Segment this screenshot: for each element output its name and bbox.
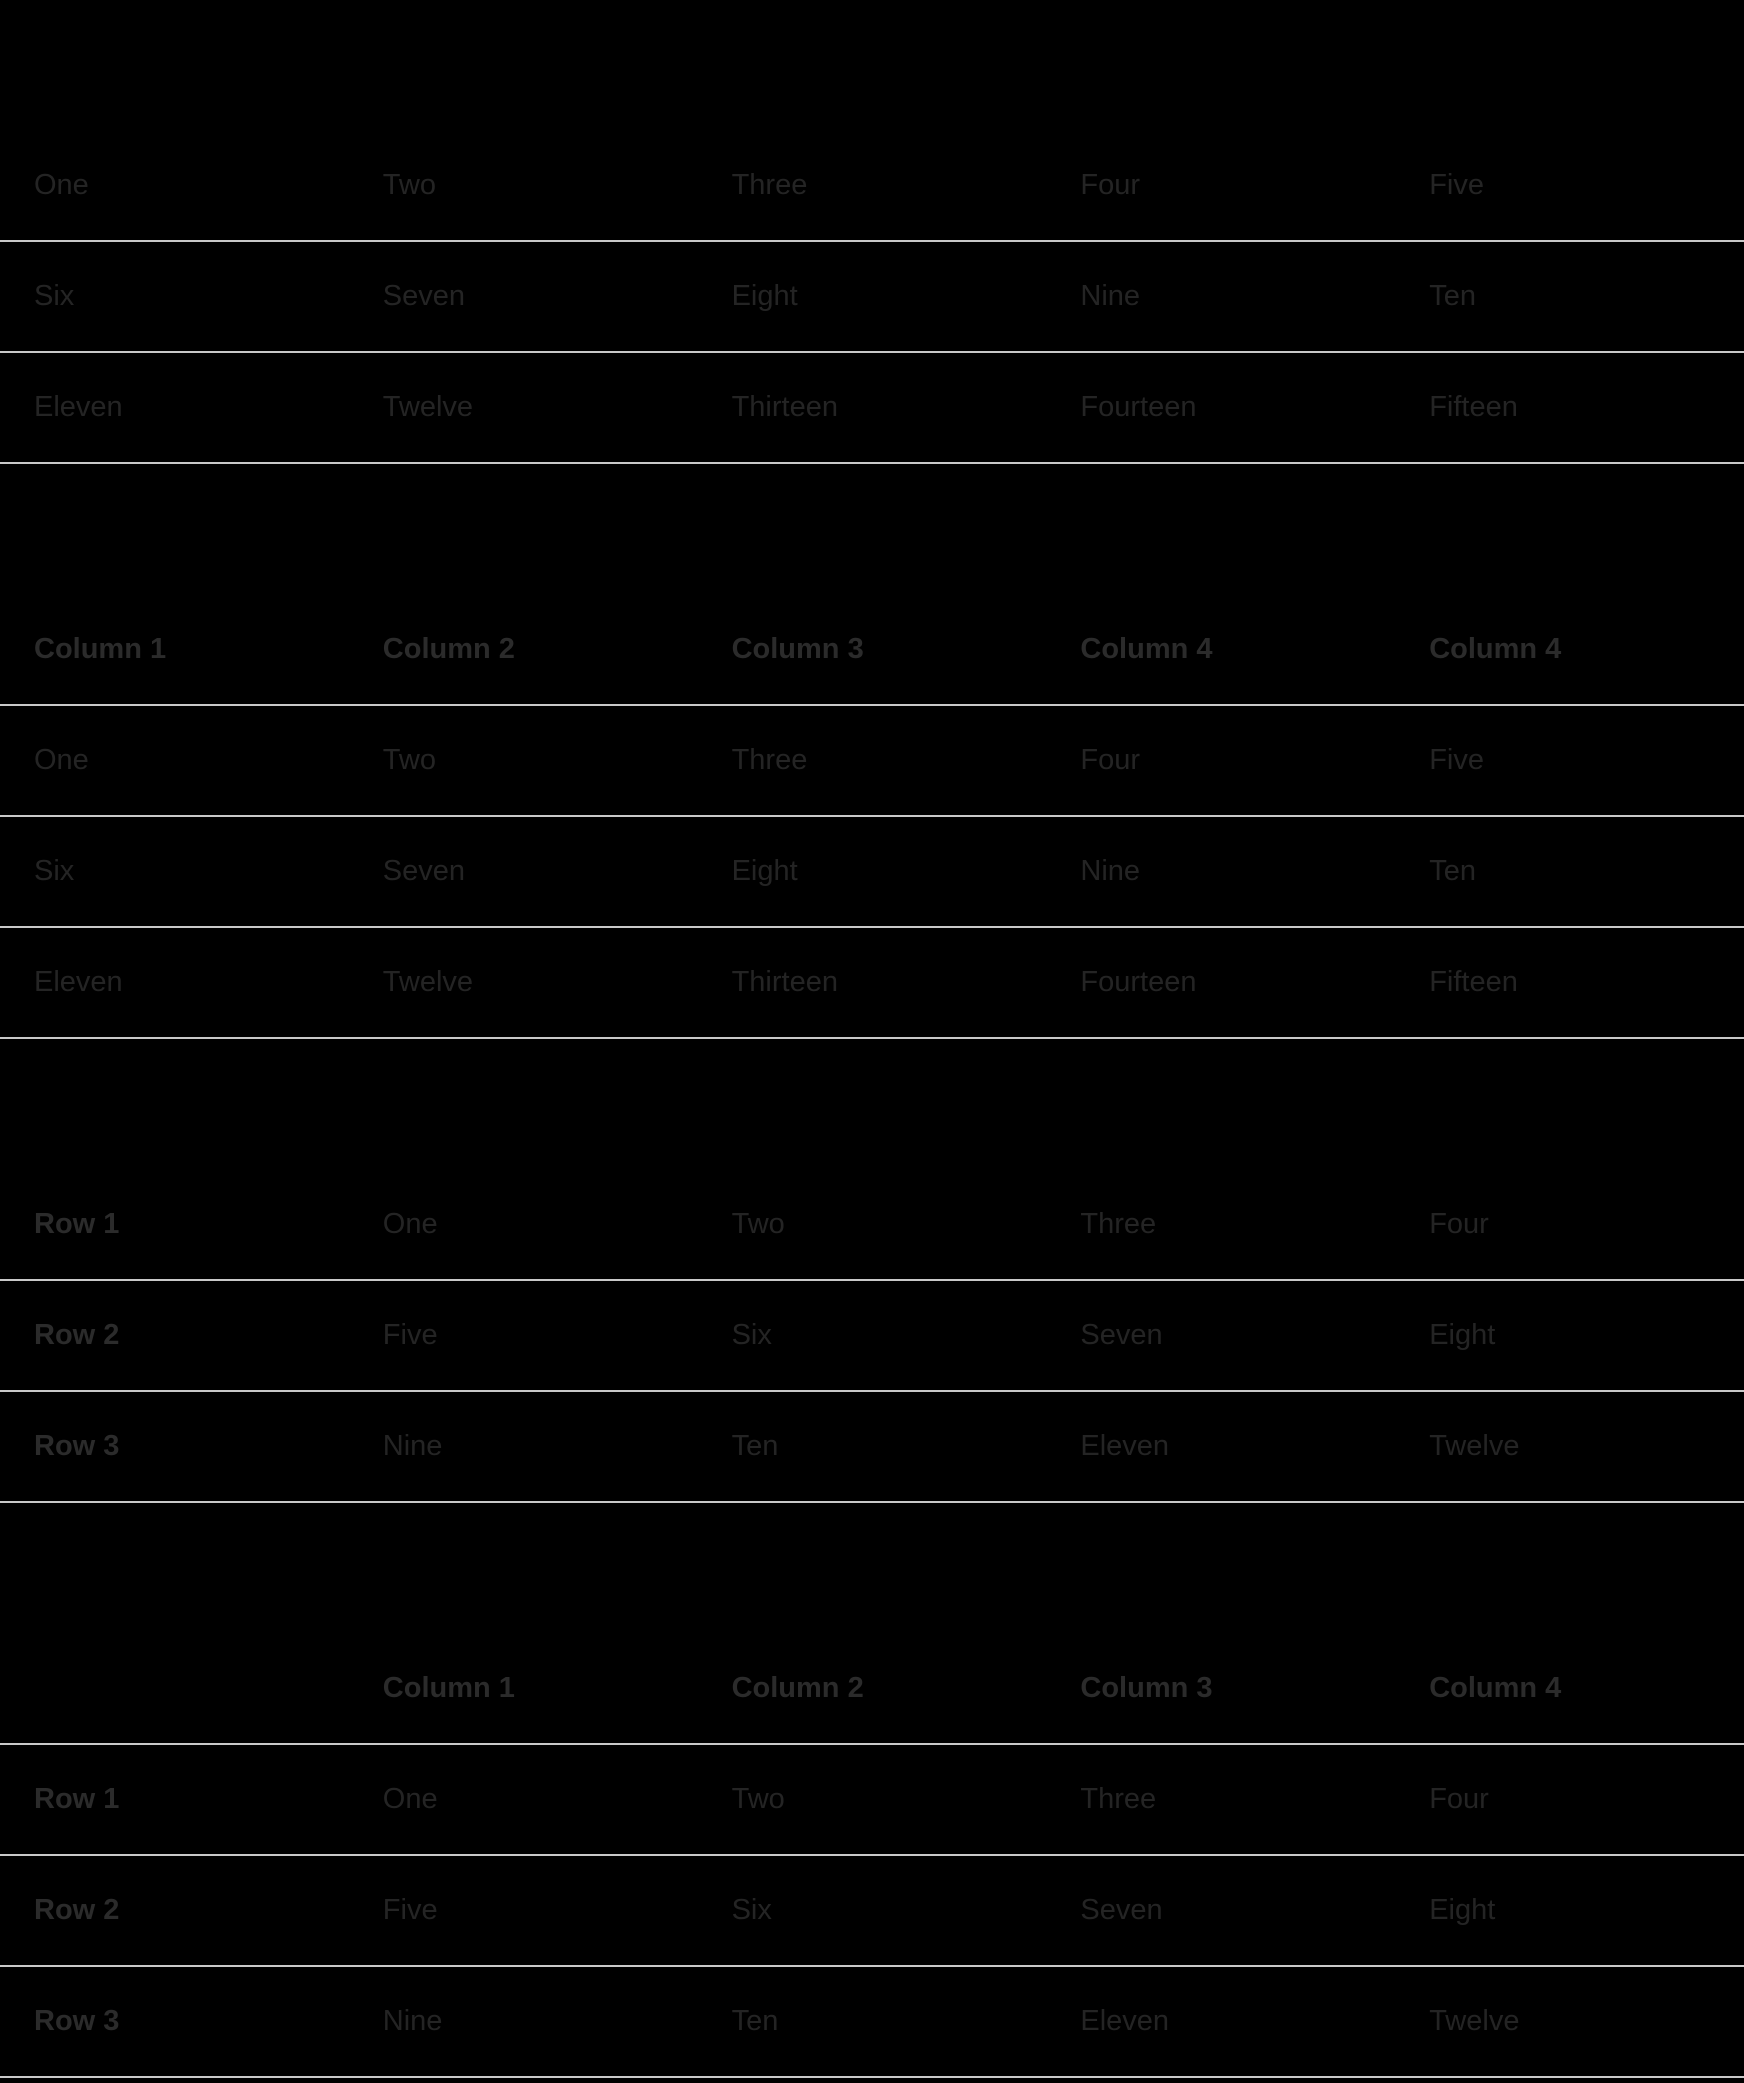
table-cell: Five bbox=[382, 1894, 438, 1926]
table-cell: One bbox=[34, 169, 89, 201]
column-header-cell: Column 3 bbox=[731, 633, 864, 665]
table-cell: Two bbox=[731, 1783, 785, 1815]
table-row: One Two Three Four Five bbox=[0, 706, 1744, 817]
table-cell: Nine bbox=[382, 1430, 443, 1462]
table-row: Row 1 One Two Three Four bbox=[0, 1170, 1744, 1281]
table-cell: Three bbox=[731, 744, 808, 776]
table-cell: Seven bbox=[382, 855, 466, 887]
table-cell: Six bbox=[731, 1894, 772, 1926]
table-row: Six Seven Eight Nine Ten bbox=[0, 817, 1744, 928]
table-cell: Five bbox=[1429, 744, 1484, 776]
table-cell: Four bbox=[1080, 169, 1141, 201]
table-column-and-row-headers: Column 1 Column 2 Column 3 Column 4 Row … bbox=[0, 1634, 1744, 2078]
table-row: Six Seven Eight Nine Ten bbox=[0, 242, 1744, 353]
row-header-cell: Row 2 bbox=[34, 1894, 120, 1926]
column-header-cell: Column 2 bbox=[731, 1672, 864, 1704]
column-header-cell: Column 2 bbox=[382, 633, 515, 665]
table-cell: Two bbox=[382, 744, 436, 776]
table-cell: Eight bbox=[731, 280, 798, 312]
table-row-headers: Row 1 One Two Three Four Row 2 Five Six … bbox=[0, 1170, 1744, 1503]
table-cell: Five bbox=[382, 1319, 438, 1351]
table-cell: Thirteen bbox=[731, 391, 838, 423]
table-cell: Six bbox=[731, 1319, 772, 1351]
table-cell: Six bbox=[34, 855, 75, 887]
table-cell: Five bbox=[1429, 169, 1484, 201]
column-header-cell: Column 1 bbox=[34, 633, 167, 665]
table-cell: Eleven bbox=[34, 391, 123, 423]
table-row: Row 3 Nine Ten Eleven Twelve bbox=[0, 1967, 1744, 2078]
table-cell: Eleven bbox=[1080, 2005, 1170, 2037]
table-row: Eleven Twelve Thirteen Fourteen Fifteen bbox=[0, 353, 1744, 464]
table-header-row: Column 1 Column 2 Column 3 Column 4 bbox=[0, 1634, 1744, 1745]
table-cell: Eleven bbox=[34, 966, 123, 998]
table-cell: Fourteen bbox=[1080, 391, 1197, 423]
table-cell: Twelve bbox=[1429, 2005, 1520, 2037]
table-cell: Nine bbox=[1080, 855, 1141, 887]
row-header-cell: Row 2 bbox=[34, 1319, 120, 1351]
table-cell: Fifteen bbox=[1429, 966, 1518, 998]
table-cell: Seven bbox=[1080, 1894, 1163, 1926]
table-cell: Eleven bbox=[1080, 1430, 1170, 1462]
table-cell: Three bbox=[731, 169, 808, 201]
table-cell: Six bbox=[34, 280, 75, 312]
table-cell: One bbox=[382, 1783, 438, 1815]
table-cell: One bbox=[34, 744, 89, 776]
table-row: Row 1 One Two Three Four bbox=[0, 1745, 1744, 1856]
table-column-headers: Column 1 Column 2 Column 3 Column 4 Colu… bbox=[0, 595, 1744, 1039]
table-cell: Thirteen bbox=[731, 966, 838, 998]
table-cell: One bbox=[382, 1208, 438, 1240]
table-plain: One Two Three Four Five Six Seven Eight … bbox=[0, 131, 1744, 464]
table-cell: Seven bbox=[1080, 1319, 1163, 1351]
row-header-cell: Row 1 bbox=[34, 1208, 120, 1240]
table-cell: Nine bbox=[1080, 280, 1141, 312]
table-cell: Ten bbox=[731, 2005, 779, 2037]
column-header-cell: Column 3 bbox=[1080, 1672, 1213, 1704]
row-header-cell: Row 3 bbox=[34, 1430, 120, 1462]
table-cell: Eight bbox=[1429, 1319, 1496, 1351]
table-cell: Three bbox=[1080, 1783, 1157, 1815]
table-cell: Fourteen bbox=[1080, 966, 1197, 998]
table-cell: Twelve bbox=[1429, 1430, 1520, 1462]
table-row: Row 3 Nine Ten Eleven Twelve bbox=[0, 1392, 1744, 1503]
table-cell: Four bbox=[1429, 1208, 1489, 1240]
table-cell: Fifteen bbox=[1429, 391, 1518, 423]
table-cell: Eight bbox=[1429, 1894, 1496, 1926]
column-header-cell: Column 4 bbox=[1080, 633, 1213, 665]
table-row: Row 2 Five Six Seven Eight bbox=[0, 1856, 1744, 1967]
table-row: Eleven Twelve Thirteen Fourteen Fifteen bbox=[0, 928, 1744, 1039]
table-cell: Two bbox=[382, 169, 436, 201]
column-header-cell: Column 4 bbox=[1429, 633, 1562, 665]
table-cell: Seven bbox=[382, 280, 466, 312]
table-cell: Twelve bbox=[382, 391, 474, 423]
table-row: Row 2 Five Six Seven Eight bbox=[0, 1281, 1744, 1392]
table-cell: Nine bbox=[382, 2005, 443, 2037]
table-cell: Four bbox=[1080, 744, 1141, 776]
table-row: One Two Three Four Five bbox=[0, 131, 1744, 242]
table-cell: Eight bbox=[731, 855, 798, 887]
table-cell: Two bbox=[731, 1208, 785, 1240]
table-cell: Twelve bbox=[382, 966, 474, 998]
table-header-row: Column 1 Column 2 Column 3 Column 4 Colu… bbox=[0, 595, 1744, 706]
table-cell: Four bbox=[1429, 1783, 1489, 1815]
table-cell: Ten bbox=[1429, 280, 1476, 312]
table-cell: Ten bbox=[1429, 855, 1476, 887]
row-header-cell: Row 3 bbox=[34, 2005, 120, 2037]
table-cell: Ten bbox=[731, 1430, 779, 1462]
row-header-cell: Row 1 bbox=[34, 1783, 120, 1815]
table-cell: Three bbox=[1080, 1208, 1157, 1240]
column-header-cell: Column 4 bbox=[1429, 1672, 1562, 1704]
column-header-cell: Column 1 bbox=[382, 1672, 515, 1704]
